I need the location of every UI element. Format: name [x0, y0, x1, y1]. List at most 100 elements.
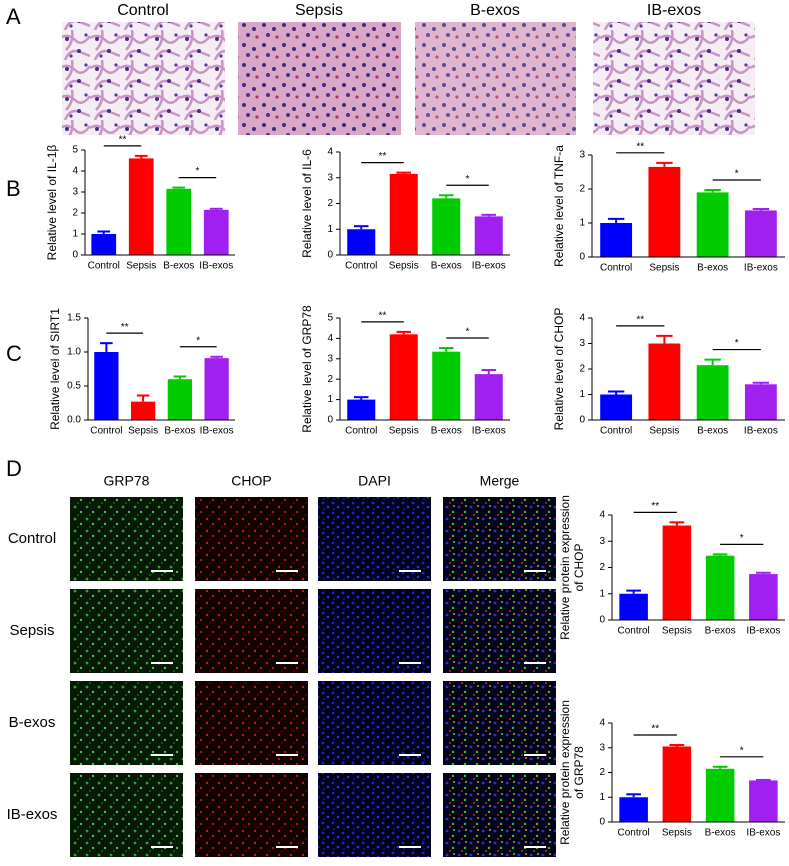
micrograph: [443, 497, 556, 581]
bar: [94, 352, 119, 420]
y-tick-label: 0.5: [67, 381, 81, 392]
column-label: B-exos: [470, 2, 520, 19]
y-tick-label: 1: [579, 389, 585, 400]
bar: [474, 216, 503, 255]
x-tick-label: Sepsis: [128, 426, 158, 437]
y-tick-label: 2: [599, 562, 605, 573]
micrograph: [195, 773, 308, 857]
y-tick-label: 0: [327, 250, 333, 261]
x-tick-label: B-exos: [431, 261, 462, 272]
x-tick-label: Control: [600, 263, 632, 274]
column-label: DAPI: [358, 473, 391, 489]
panel-label: D: [6, 456, 22, 481]
x-tick-label: Sepsis: [662, 626, 692, 637]
significance-label: *: [735, 338, 739, 349]
y-tick-label: 0: [579, 415, 585, 426]
bar: [91, 234, 117, 255]
significance-label: *: [740, 745, 744, 756]
y-tick-label: 2: [599, 767, 605, 778]
y-tick-label: 1: [579, 218, 585, 229]
y-tick-label: 3: [327, 353, 333, 364]
y-axis-label: Relative protein expression: [558, 700, 572, 845]
panel-label: B: [6, 176, 21, 201]
bar: [167, 379, 193, 420]
y-axis-label: Relative protein expression: [558, 495, 572, 640]
bar: [749, 574, 778, 620]
y-axis-label: Relative level of IL-6: [300, 149, 314, 258]
significance-label: *: [466, 327, 470, 338]
micrograph: [195, 497, 308, 581]
y-tick-label: 3: [599, 536, 605, 547]
y-tick-label: 0: [599, 817, 605, 828]
y-tick-label: 2: [72, 208, 78, 219]
x-tick-label: Control: [90, 426, 122, 437]
micrograph: [443, 681, 556, 765]
x-tick-label: B-exos: [431, 426, 462, 437]
x-tick-label: Control: [345, 426, 377, 437]
x-tick-label: B-exos: [163, 261, 194, 272]
y-tick-label: 4: [599, 718, 605, 729]
bar: [749, 780, 778, 822]
significance-label: **: [379, 151, 387, 162]
micrograph: [318, 681, 431, 765]
micrograph: [62, 22, 225, 135]
bar: [389, 173, 418, 255]
y-tick-label: 1: [599, 792, 605, 803]
y-axis-label: of CHOP: [572, 543, 586, 591]
bar: [432, 198, 461, 255]
bar: [705, 768, 735, 822]
micrograph: [318, 773, 431, 857]
micrograph: [443, 773, 556, 857]
y-tick-label: 4: [327, 333, 333, 344]
y-tick-label: 0: [327, 415, 333, 426]
bar: [648, 343, 681, 420]
bar: [662, 746, 692, 822]
y-tick-label: 5: [327, 313, 333, 324]
x-tick-label: IB-exos: [744, 426, 778, 437]
micrograph: [195, 681, 308, 765]
y-tick-label: 4: [327, 147, 333, 158]
x-tick-label: IB-exos: [472, 426, 506, 437]
y-axis-label: of GRP78: [572, 746, 586, 799]
y-tick-label: 2: [579, 364, 585, 375]
significance-label: *: [466, 174, 470, 185]
bar: [203, 209, 229, 255]
x-tick-label: IB-exos: [200, 426, 234, 437]
x-tick-label: Sepsis: [389, 426, 419, 437]
y-tick-label: 2: [327, 374, 333, 385]
column-label: Sepsis: [295, 2, 343, 19]
y-tick-label: 2: [327, 198, 333, 209]
significance-label: *: [735, 169, 739, 180]
significance-label: **: [379, 311, 387, 322]
y-axis-label: Relative level of CHOP: [552, 308, 566, 431]
x-tick-label: IB-exos: [746, 828, 780, 839]
micrograph: [195, 589, 308, 673]
micrograph: [70, 681, 183, 765]
significance-label: **: [121, 322, 129, 333]
x-tick-label: Control: [618, 828, 650, 839]
bar: [648, 166, 681, 257]
bar: [128, 158, 154, 255]
column-label: Merge: [480, 473, 520, 489]
x-tick-label: Sepsis: [389, 261, 419, 272]
y-tick-label: 0.0: [67, 415, 81, 426]
bar: [696, 365, 729, 420]
x-tick-label: Control: [600, 426, 632, 437]
column-label: IB-exos: [647, 2, 701, 19]
x-tick-label: IB-exos: [746, 626, 780, 637]
micrograph: [593, 22, 755, 135]
y-tick-label: 1.5: [67, 313, 81, 324]
significance-label: **: [636, 141, 644, 152]
bar: [204, 358, 229, 420]
bar: [474, 374, 503, 420]
micrograph: [70, 589, 183, 673]
y-axis-label: Relative level of TNF-a: [552, 145, 566, 267]
row-label: IB-exos: [7, 806, 58, 823]
bar: [347, 399, 376, 420]
micrograph: [238, 22, 401, 135]
bar: [705, 555, 735, 620]
x-tick-label: IB-exos: [744, 263, 778, 274]
bar: [744, 210, 777, 257]
row-label: Sepsis: [9, 622, 54, 639]
